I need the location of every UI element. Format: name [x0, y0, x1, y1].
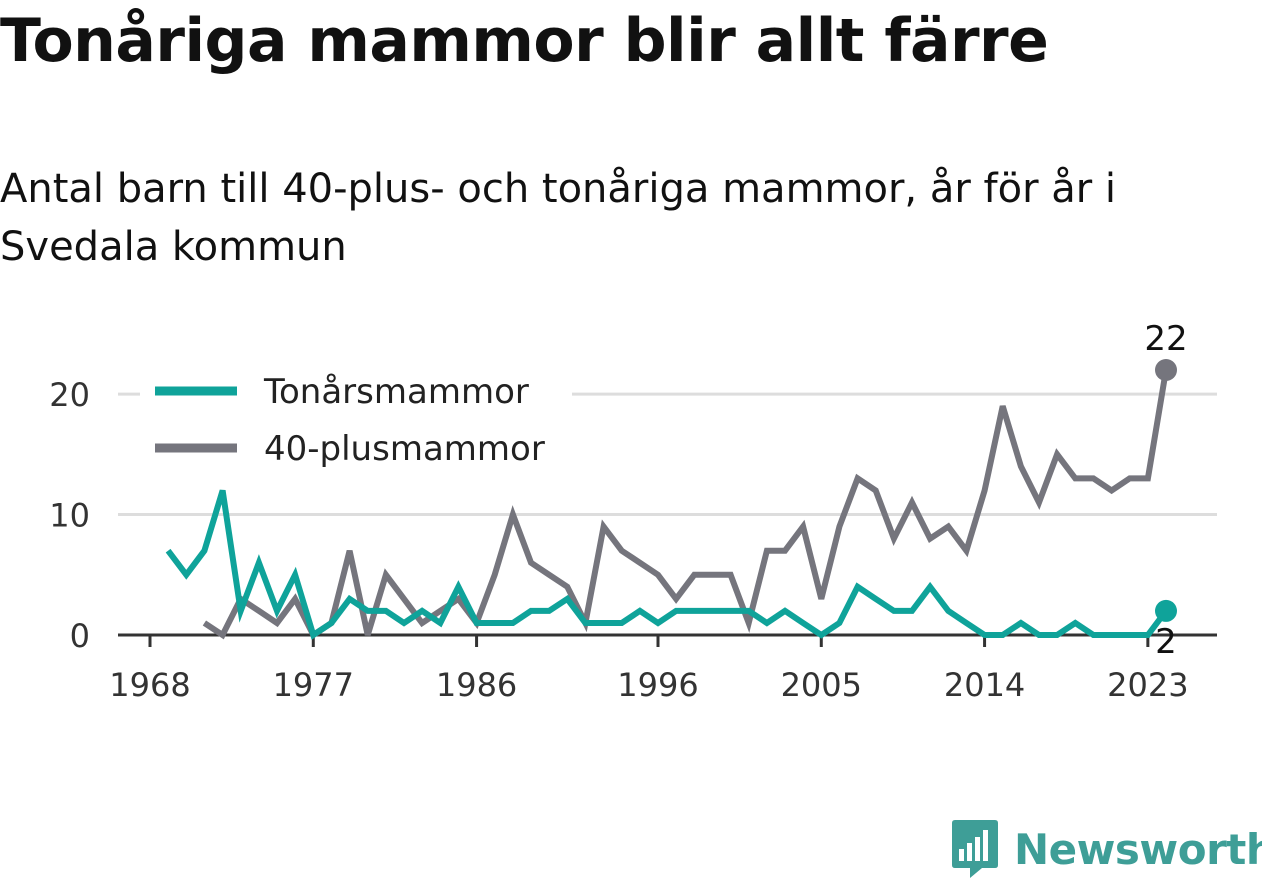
series-lines: 222	[165, 319, 1188, 662]
newsworthy-logo-icon	[952, 820, 998, 878]
y-tick-label: 0	[70, 617, 90, 655]
x-tick-label: 2014	[944, 666, 1025, 704]
series-line-tonarsmammor	[165, 489, 1169, 640]
axes: 0 10 20 1968 1977 1986 1996 2005 2014 2023	[49, 376, 1217, 704]
end-value-label-tonarsmammor: 2	[1155, 622, 1177, 662]
newsworthy-logo: Newsworthy	[950, 818, 1262, 880]
x-tick-label: 1996	[617, 666, 698, 704]
y-tick-label: 10	[49, 497, 90, 535]
x-tick-label: 2005	[781, 666, 862, 704]
y-tick-label: 20	[49, 376, 90, 414]
legend: Tonårsmammor 40-plusmammor	[140, 360, 572, 478]
x-tick-label: 1986	[436, 666, 517, 704]
x-tick-label: 1977	[273, 666, 354, 704]
chart-subtitle: Antal barn till 40-plus- och tonåriga ma…	[0, 166, 1117, 270]
x-tick-label: 2023	[1107, 666, 1188, 704]
legend-background	[140, 360, 572, 478]
x-tick-label: 1968	[109, 666, 190, 704]
legend-label-tonarsmammor: Tonårsmammor	[263, 372, 529, 412]
chart-title: Tonåriga mammor blir allt färre	[0, 6, 1049, 76]
end-value-label-fortyplus: 22	[1144, 319, 1187, 359]
end-marker-fortyplus	[1155, 359, 1177, 381]
series-line-fortyplus	[202, 369, 1169, 640]
end-marker-tonarsmammor	[1155, 599, 1177, 622]
brand-name: Newsworthy	[1014, 824, 1262, 874]
legend-label-fortyplus: 40-plusmammor	[264, 429, 545, 469]
